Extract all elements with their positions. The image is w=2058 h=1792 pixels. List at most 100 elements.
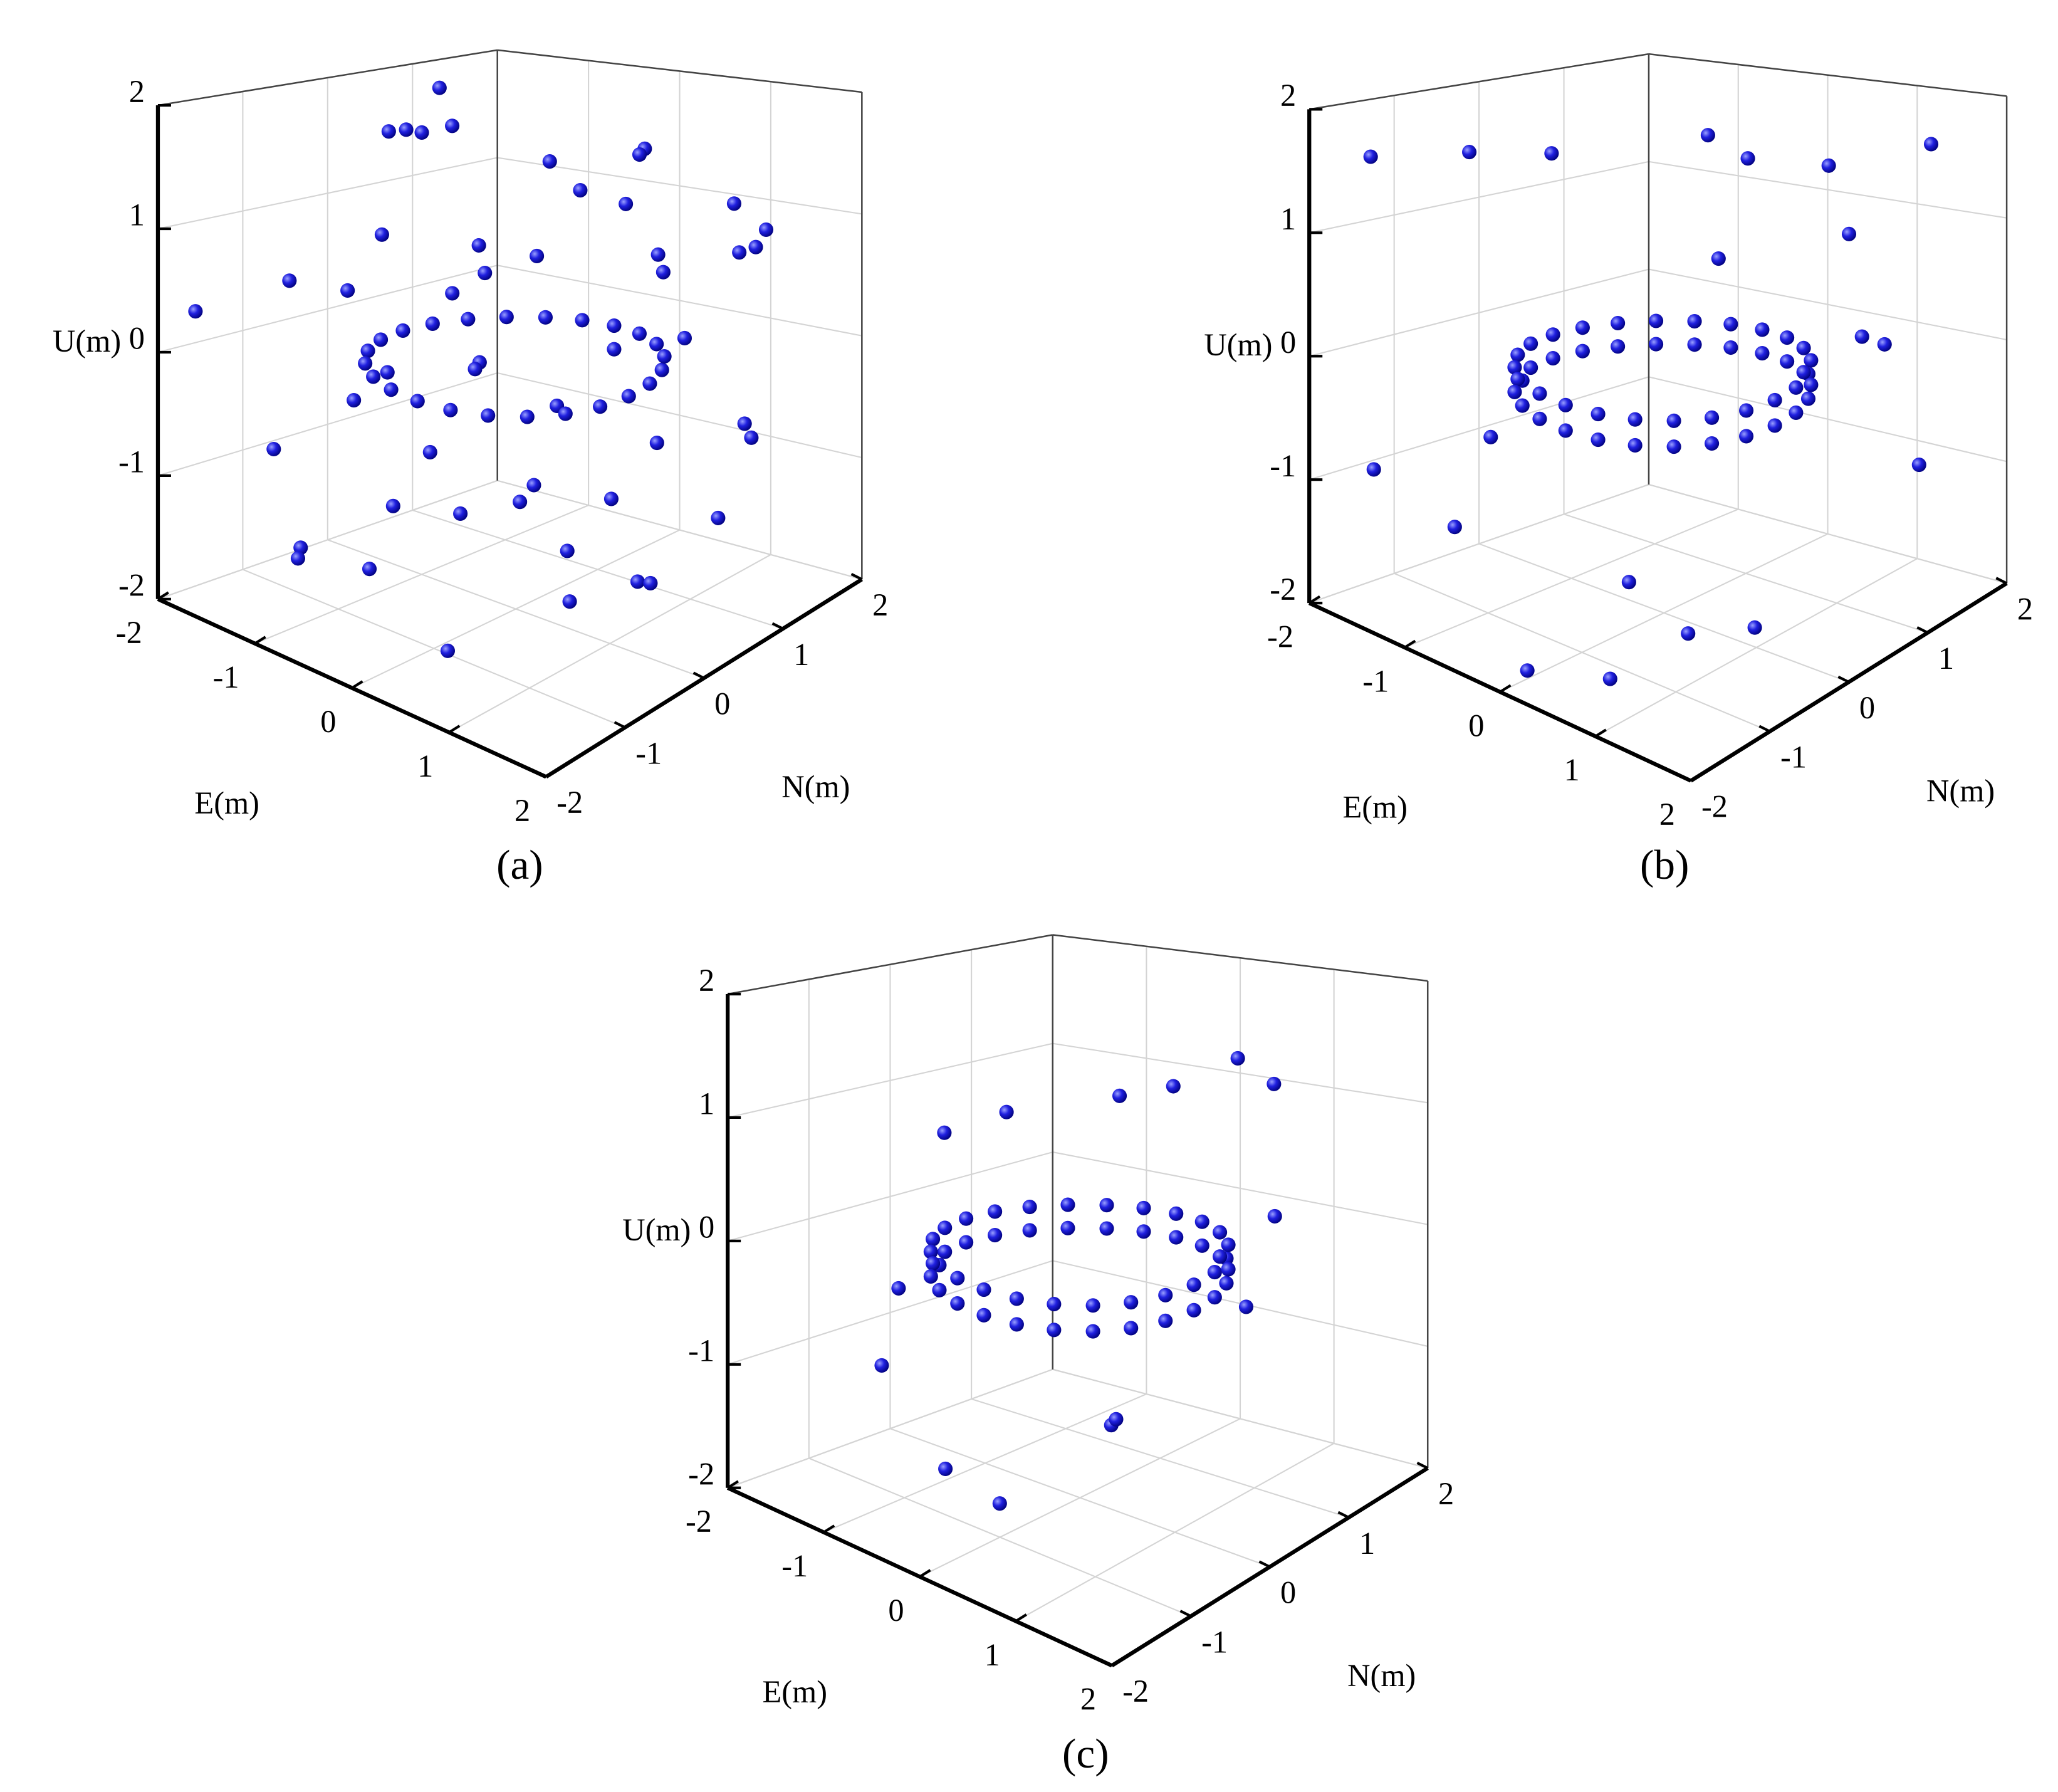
- z-tick-label: -2: [1270, 572, 1296, 607]
- grid-line: [1052, 1368, 1428, 1469]
- point: [1789, 405, 1804, 420]
- x-axis-label: E(m): [762, 1674, 827, 1709]
- point: [432, 80, 447, 95]
- point: [950, 1296, 965, 1311]
- point: [1112, 1088, 1127, 1103]
- tick-mark: [1337, 1511, 1350, 1519]
- point: [1755, 322, 1770, 337]
- point: [1169, 1206, 1184, 1221]
- point: [1194, 1238, 1209, 1253]
- point: [461, 312, 476, 327]
- tick-mark: [1100, 1659, 1113, 1667]
- y-tick-label: 2: [872, 587, 888, 622]
- point: [938, 1220, 953, 1235]
- point: [632, 326, 647, 341]
- point: [1363, 149, 1378, 164]
- point: [1705, 410, 1720, 425]
- point: [732, 245, 747, 260]
- box-edge: [1648, 53, 2007, 97]
- point: [1109, 1412, 1124, 1427]
- point: [1711, 251, 1726, 266]
- grid-line: [1052, 1042, 1428, 1104]
- point: [513, 495, 528, 510]
- point: [1804, 353, 1819, 368]
- point: [1747, 620, 1762, 635]
- tick-mark: [614, 721, 626, 729]
- grid-line: [412, 510, 783, 630]
- point: [573, 182, 588, 198]
- point: [938, 1461, 953, 1476]
- point: [1780, 330, 1795, 345]
- point: [422, 444, 437, 459]
- point: [1602, 671, 1617, 686]
- y-tick-label: 2: [2017, 591, 2033, 626]
- y-tick-label: 1: [793, 637, 809, 672]
- tick-mark: [535, 770, 547, 778]
- grid-line: [1308, 268, 1649, 357]
- point: [992, 1496, 1007, 1511]
- point: [1085, 1324, 1100, 1339]
- grid-line: [1308, 376, 1649, 481]
- point: [1923, 137, 1939, 152]
- tick-mark: [351, 680, 363, 689]
- tick-mark: [1758, 725, 1771, 733]
- point: [1166, 1079, 1181, 1094]
- grid-line: [497, 157, 862, 215]
- point: [1124, 1295, 1139, 1310]
- point: [1649, 313, 1664, 328]
- point: [1207, 1290, 1222, 1305]
- tick-mark: [1308, 595, 1321, 604]
- point: [266, 441, 281, 457]
- point: [467, 362, 483, 377]
- tick-mark: [1179, 1610, 1192, 1618]
- point: [950, 1271, 965, 1286]
- point: [1796, 340, 1811, 355]
- point: [1681, 626, 1696, 641]
- point: [619, 196, 634, 211]
- point: [1447, 520, 1462, 535]
- grid-line: [1564, 513, 1928, 634]
- point: [758, 222, 774, 237]
- grid-line: [1309, 160, 1649, 234]
- point: [1621, 575, 1636, 590]
- x-tick-label: -1: [1362, 663, 1389, 698]
- box-edge: [1052, 934, 1428, 982]
- tick-mark: [1015, 1613, 1027, 1623]
- point: [373, 332, 389, 347]
- point: [926, 1256, 941, 1271]
- x-tick-label: -2: [686, 1504, 712, 1539]
- grid-line: [157, 265, 498, 353]
- z-tick-label: 0: [699, 1210, 714, 1245]
- point: [1009, 1291, 1024, 1306]
- point: [1213, 1249, 1228, 1264]
- tick-mark: [157, 591, 169, 600]
- tick-mark: [1690, 773, 1703, 782]
- point: [603, 491, 619, 506]
- tick-mark: [1416, 1461, 1429, 1470]
- tick-mark: [727, 1480, 739, 1489]
- point: [1591, 407, 1606, 422]
- point: [656, 265, 671, 280]
- tick-mark: [545, 769, 558, 778]
- point: [1194, 1214, 1209, 1229]
- y-tick-label: -2: [1122, 1674, 1149, 1709]
- point: [607, 318, 622, 333]
- point: [642, 376, 657, 391]
- point: [1099, 1198, 1114, 1213]
- x-tick-label: -2: [1267, 619, 1293, 654]
- z-tick-label: 2: [129, 74, 145, 109]
- z-tick-label: 2: [1280, 78, 1296, 113]
- tick-mark: [448, 725, 461, 734]
- point: [1267, 1208, 1282, 1224]
- point: [891, 1281, 906, 1296]
- y-tick-label: -1: [635, 735, 662, 770]
- x-tick-label: -2: [116, 615, 142, 650]
- point: [410, 394, 425, 409]
- point: [1230, 1051, 1245, 1066]
- point: [1124, 1321, 1139, 1336]
- point: [1687, 337, 1702, 352]
- point: [593, 399, 608, 414]
- point: [1169, 1230, 1184, 1245]
- point: [1085, 1298, 1100, 1313]
- point: [440, 643, 456, 658]
